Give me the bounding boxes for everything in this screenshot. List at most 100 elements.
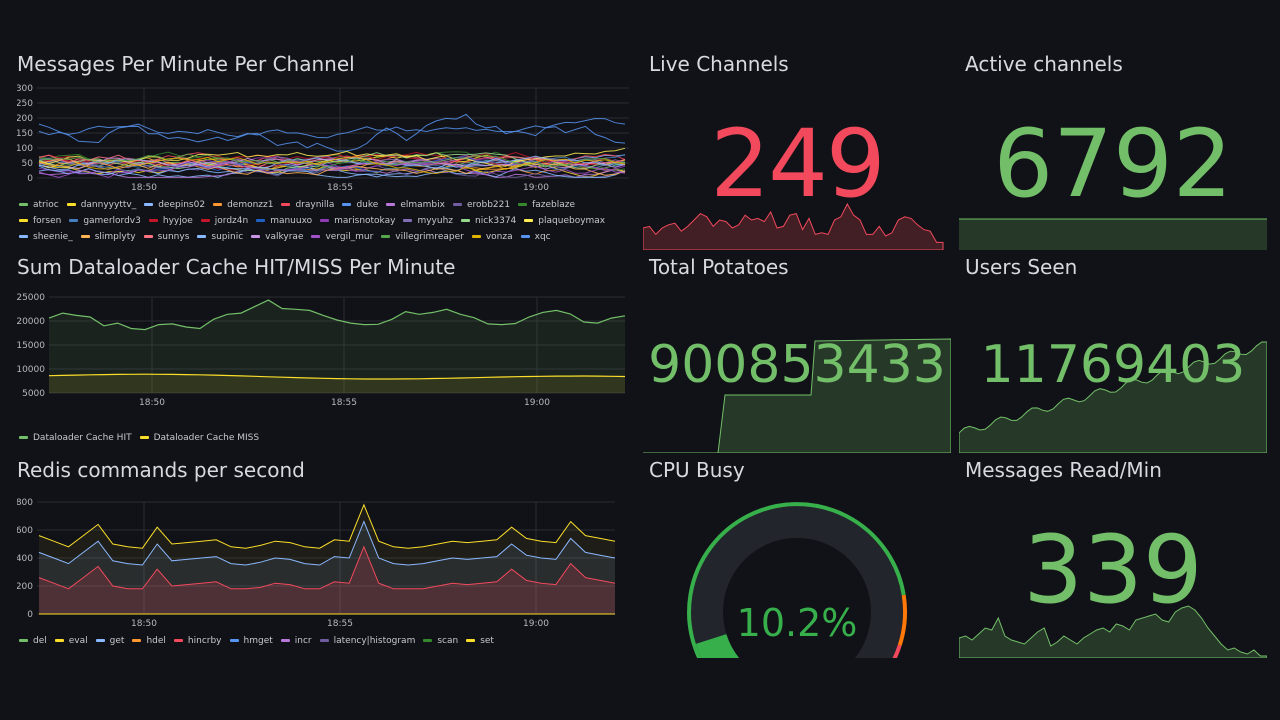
legend-label: valkyrae — [265, 231, 304, 242]
panel-users-seen[interactable]: Users Seen 11769403 — [959, 255, 1267, 453]
cpu-gauge: 10.2% — [687, 502, 908, 658]
legend-label: vergil_mur — [325, 231, 374, 242]
series-line — [38, 153, 626, 168]
legend-swatch — [466, 639, 476, 642]
legend-swatch — [471, 235, 481, 238]
legend-label: marisnotokay — [334, 215, 396, 226]
legend-swatch — [229, 639, 239, 642]
y-tick-label: 600 — [17, 526, 33, 536]
cache-timeseries-chart[interactable]: 25000 20000 15000 10000 5000 18:50 18:55 19:00 — [17, 287, 631, 427]
panel-total-potatoes[interactable]: Total Potatoes 900853433 — [643, 255, 951, 453]
legend-swatch — [381, 235, 391, 238]
legend-swatch — [19, 203, 28, 206]
active-channels-sparkline — [959, 218, 1267, 250]
legend-item[interactable]: plaqueboymax — [524, 214, 605, 227]
panel-messages-read[interactable]: Messages Read/Min 339 — [959, 458, 1267, 658]
legend-swatch — [461, 219, 471, 222]
panel-active-channels[interactable]: Active channels 6792 — [959, 52, 1267, 250]
y-tick-label: 5000 — [22, 389, 45, 399]
legend-item[interactable]: atrioc — [19, 198, 59, 211]
legend-label: hmget — [243, 635, 273, 646]
panel-title: Messages Per Minute Per Channel — [17, 52, 355, 76]
legend-item[interactable]: fazeblaze — [518, 198, 575, 211]
legend-item[interactable]: valkyrae — [251, 230, 303, 243]
panel-messages-per-minute[interactable]: Messages Per Minute Per Channel 300 250 20… — [17, 52, 631, 248]
legend-item[interactable]: dannyyyttv_ — [66, 198, 136, 211]
legend-item[interactable]: xqc — [520, 230, 551, 243]
legend-item[interactable]: latency|histogram — [319, 634, 415, 647]
legend-item[interactable]: hmget — [229, 634, 273, 647]
legend-label: atrioc — [33, 199, 59, 210]
legend-label: villegrimreaper — [395, 231, 464, 242]
panel-live-channels[interactable]: Live Channels 249 — [643, 52, 951, 250]
legend-swatch — [139, 436, 149, 439]
legend-item[interactable]: villegrimreaper — [381, 230, 464, 243]
legend-swatch — [452, 203, 462, 206]
series-line — [38, 545, 616, 590]
legend-item[interactable]: sunnys — [143, 230, 190, 243]
legend-item[interactable]: myyuhz — [403, 214, 453, 227]
y-tick-label: 25000 — [17, 293, 45, 303]
legend-swatch — [19, 639, 28, 642]
series-line — [38, 117, 626, 139]
legend-swatch — [281, 203, 291, 206]
legend-item[interactable]: hincrby — [173, 634, 222, 647]
legend-item[interactable]: scan — [423, 634, 458, 647]
legend-item[interactable]: manuuxo — [256, 214, 312, 227]
legend-item[interactable]: nick3374 — [461, 214, 516, 227]
legend-item[interactable]: del — [19, 634, 47, 647]
gauge-value: 10.2% — [737, 601, 858, 645]
legend-swatch — [132, 639, 142, 642]
legend-swatch — [403, 219, 413, 222]
panel-dataloader-cache[interactable]: Sum Dataloader Cache HIT/MISS Per Minute… — [17, 255, 631, 447]
panel-title: Redis commands per second — [17, 458, 305, 482]
legend-item[interactable]: get — [95, 634, 125, 647]
legend-item[interactable]: draynilla — [281, 198, 334, 211]
legend-item[interactable]: set — [466, 634, 494, 647]
legend-item[interactable]: hdel — [132, 634, 166, 647]
legend-item[interactable]: demonzz1 — [213, 198, 273, 211]
legend-item[interactable]: gamerlordv3 — [69, 214, 141, 227]
chart-legend: atrioc dannyyyttv_ deepins02 demonzz1 drayni… — [19, 198, 624, 243]
legend-item[interactable]: supinic — [197, 230, 243, 243]
legend-item[interactable]: sheenie_ — [19, 230, 73, 243]
legend-item[interactable]: forsen — [19, 214, 61, 227]
legend-item[interactable]: incr — [280, 634, 312, 647]
legend-item[interactable]: hyyjoe — [148, 214, 193, 227]
panel-cpu-busy[interactable]: CPU Busy 10.2% — [643, 458, 951, 658]
y-tick-label: 0 — [27, 610, 33, 620]
live-channels-sparkline — [643, 202, 944, 250]
messages-timeseries-chart[interactable]: 300 250 200 150 100 50 0 18:50 18:55 19:00 — [17, 82, 631, 190]
legend-item[interactable]: deepins02 — [144, 198, 205, 211]
legend-label: deepins02 — [158, 199, 206, 210]
legend-label: sheenie_ — [33, 231, 73, 242]
legend-label: sunnys — [157, 231, 190, 242]
panel-redis-commands[interactable]: Redis commands per second 800 600 400 200 0 1… — [17, 458, 631, 650]
legend-item[interactable]: duke — [342, 198, 378, 211]
x-tick-label: 19:00 — [523, 183, 549, 190]
legend-item[interactable]: vonza — [471, 230, 513, 243]
legend-item[interactable]: marisnotokay — [320, 214, 395, 227]
legend-item[interactable]: erobb221 — [452, 198, 511, 211]
legend-item[interactable]: eval — [54, 634, 88, 647]
legend-swatch — [173, 639, 183, 642]
redis-timeseries-chart[interactable]: 800 600 400 200 0 18:50 18:55 19:00 — [17, 490, 631, 630]
legend-label: erobb221 — [466, 199, 511, 210]
legend-item[interactable]: jordz4n — [200, 214, 248, 227]
legend-label: incr — [294, 635, 312, 646]
legend-label: scan — [437, 635, 459, 646]
legend-label: vonza — [485, 231, 513, 242]
panel-title: Users Seen — [965, 255, 1078, 279]
y-tick-label: 300 — [17, 84, 33, 94]
panel-title: Total Potatoes — [649, 255, 789, 279]
legend-item[interactable]: slimplyty — [80, 230, 136, 243]
legend-swatch — [200, 219, 210, 222]
legend-label: get — [109, 635, 125, 646]
legend-item[interactable]: Dataloader Cache HIT — [19, 431, 132, 444]
legend-item[interactable]: Dataloader Cache MISS — [139, 431, 259, 444]
legend-item[interactable]: elmambix — [386, 198, 445, 211]
legend-label: slimplyty — [94, 231, 136, 242]
legend-item[interactable]: vergil_mur — [311, 230, 373, 243]
legend-label: elmambix — [400, 199, 445, 210]
legend-swatch — [54, 639, 64, 642]
